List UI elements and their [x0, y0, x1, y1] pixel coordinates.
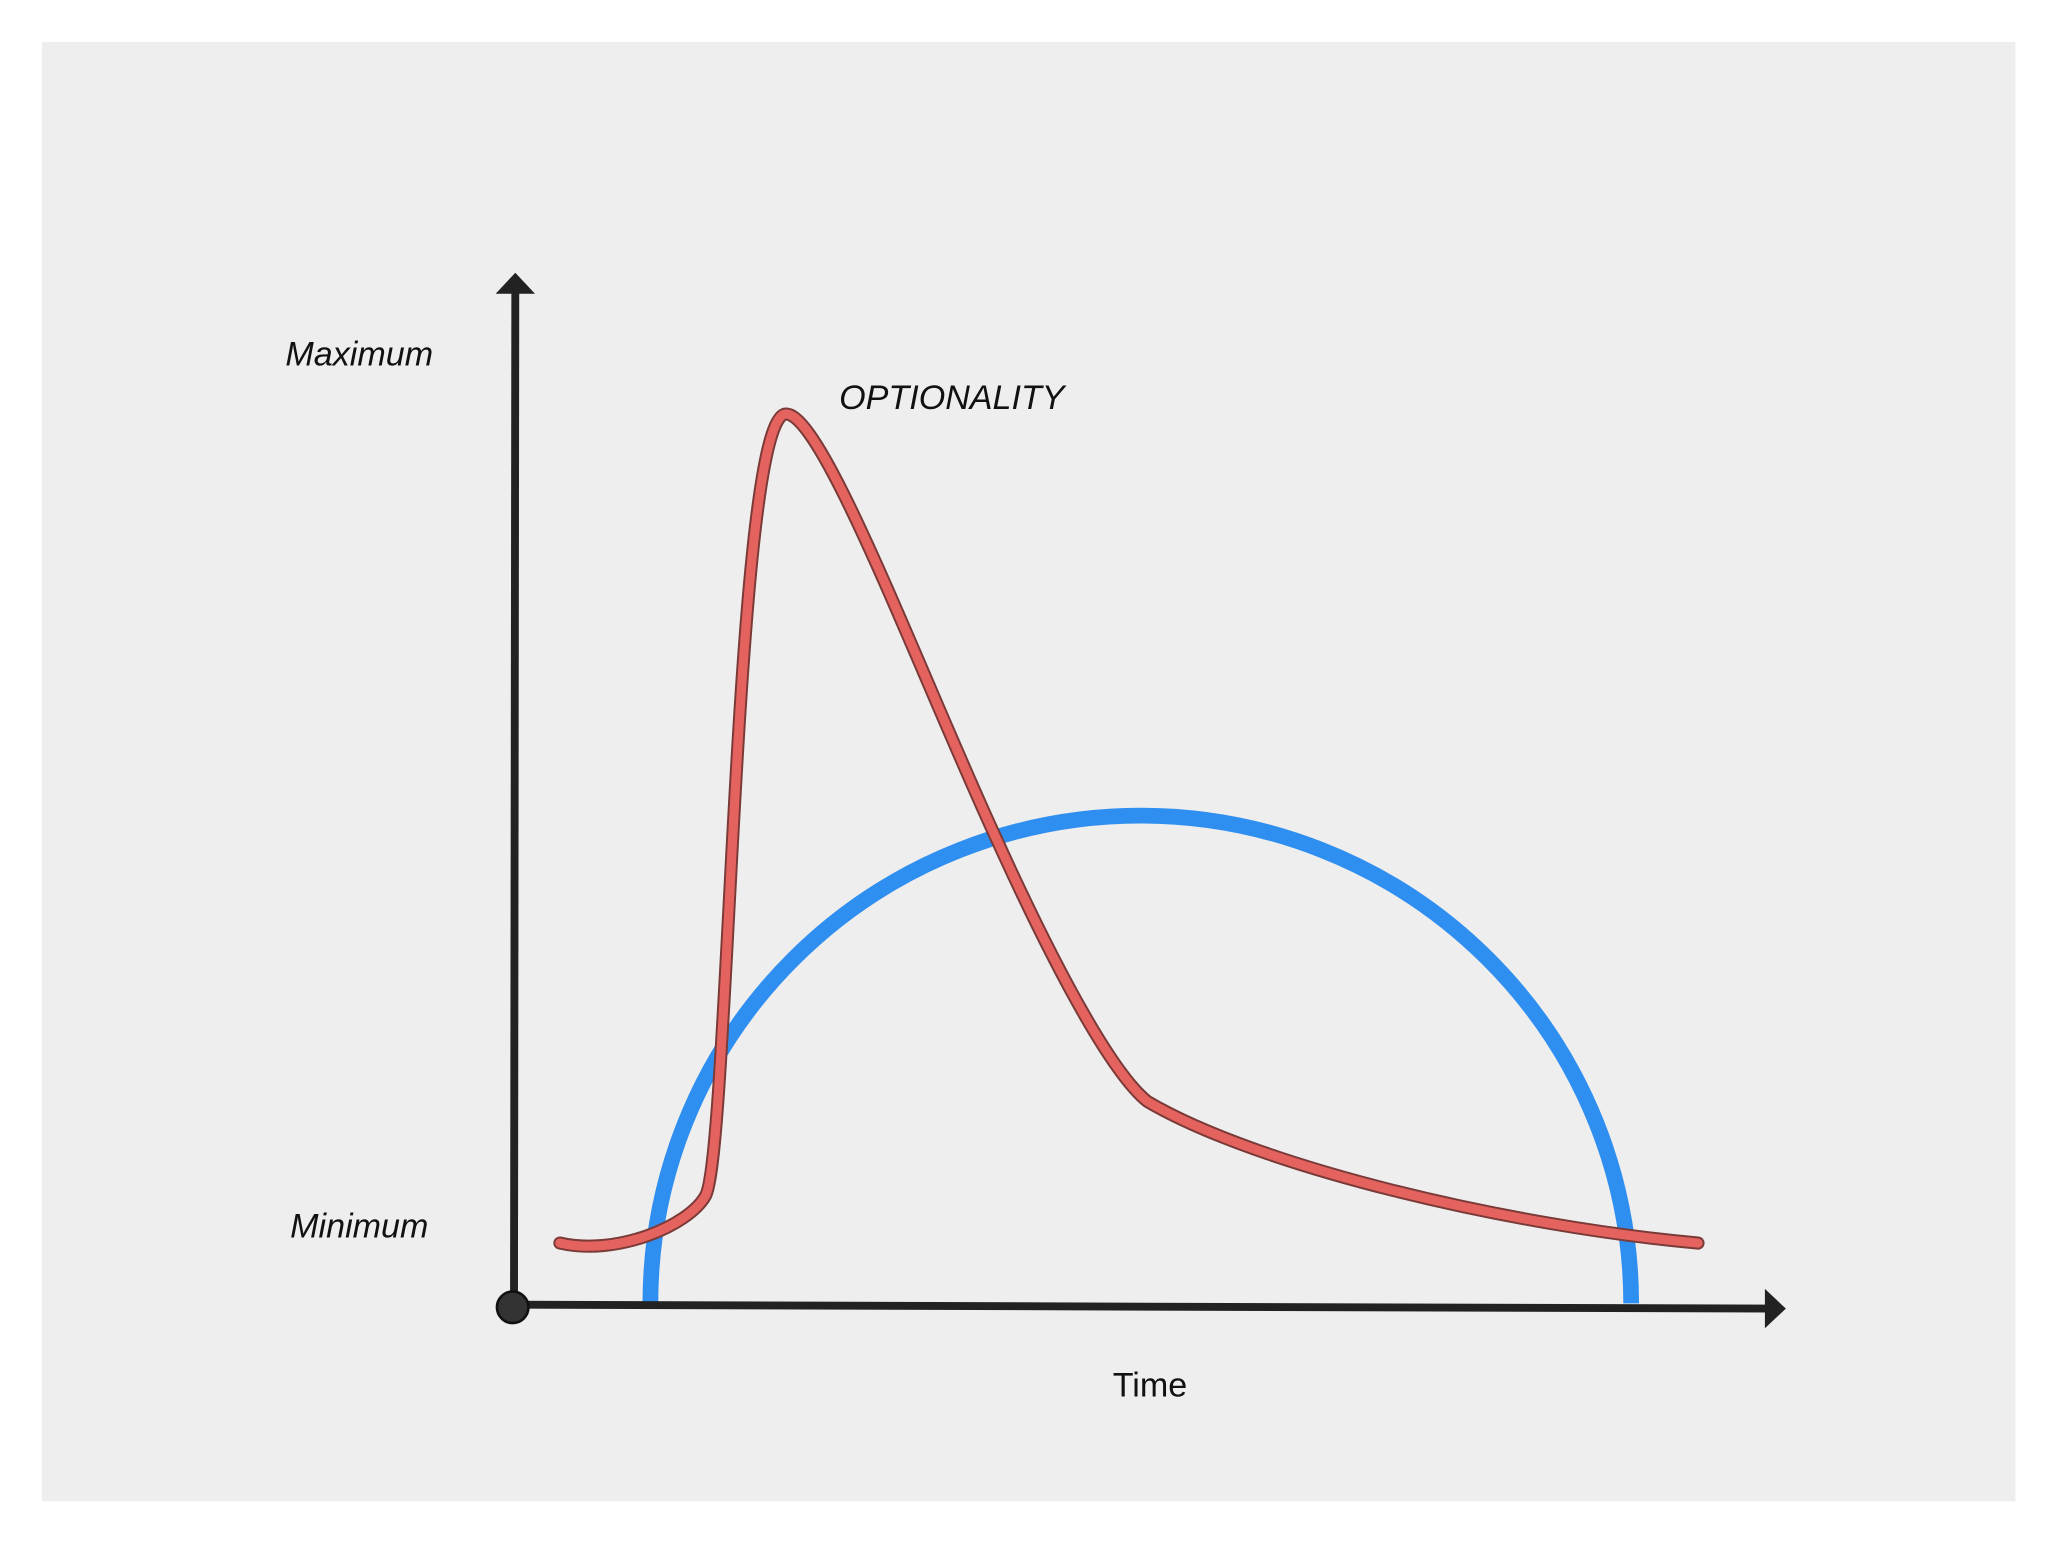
panel [41, 41, 2016, 1502]
x-axis-label: Time [1113, 1366, 1187, 1404]
y-axis-arrow [495, 272, 535, 294]
origin-dot [495, 1290, 530, 1325]
min-label: Minimum [290, 1208, 428, 1246]
optionality-curve [555, 409, 1703, 1251]
curve-label: OPTIONALITY [839, 379, 1067, 417]
arc-curve [642, 807, 1640, 1304]
max-label: Maximum [285, 336, 433, 374]
x-axis [513, 1300, 1771, 1313]
x-axis-arrow [1764, 1288, 1786, 1329]
y-axis [510, 288, 520, 1308]
